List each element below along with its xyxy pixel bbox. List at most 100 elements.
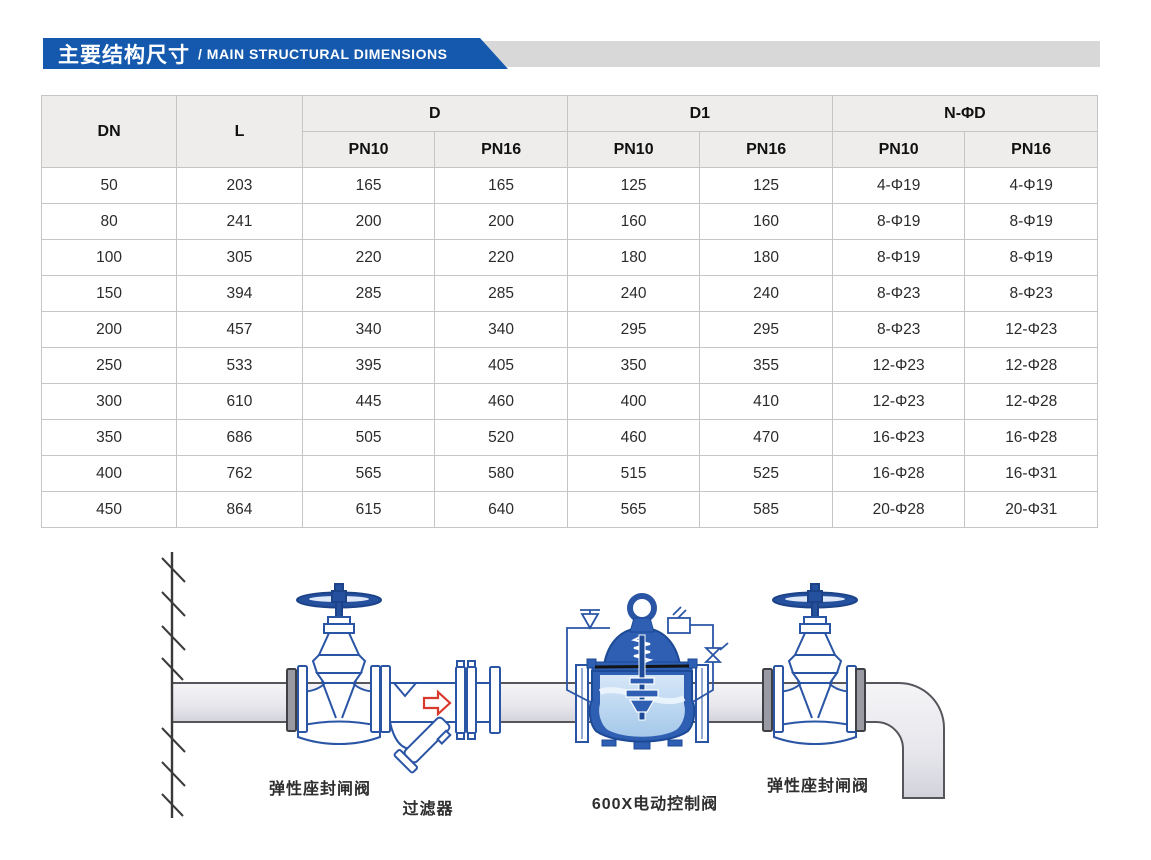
table-cell: 340 <box>301 311 436 348</box>
table-cell: 350 <box>566 347 701 384</box>
table-cell: 8-Φ19 <box>964 239 1098 276</box>
table-cell: 220 <box>434 239 568 276</box>
label-control-valve: 600X电动控制阀 <box>591 796 719 813</box>
table-cell: 8-Φ23 <box>831 311 966 348</box>
table-cell: 285 <box>301 275 436 312</box>
table-cell: 400 <box>566 383 701 420</box>
table-cell: 203 <box>176 167 303 204</box>
table-cell: 16-Φ23 <box>831 419 966 456</box>
table-cell: 4-Φ19 <box>964 167 1098 204</box>
table-row: 80 241 200 200 160 160 8-Φ19 8-Φ19 <box>40 203 1098 240</box>
table-cell: 525 <box>699 455 833 492</box>
banner-ribbon: 主要结构尺寸 / MAIN STRUCTURAL DIMENSIONS <box>43 38 508 69</box>
table-cell: 400 <box>40 455 178 492</box>
table-cell: 762 <box>176 455 303 492</box>
col-header-d: D <box>301 95 568 132</box>
table-header: DN L D D1 N-ΦD PN10 PN16 PN10 PN16 PN10 … <box>40 95 1099 168</box>
table-cell: 395 <box>301 347 436 384</box>
sub-header-pn10: PN10 <box>566 131 701 168</box>
table-cell: 610 <box>176 383 303 420</box>
table-cell: 565 <box>566 491 701 528</box>
table-cell: 520 <box>434 419 568 456</box>
table-cell: 640 <box>434 491 568 528</box>
table-cell: 295 <box>566 311 701 348</box>
col-header-l: L <box>176 95 303 168</box>
col-header-dn: DN <box>40 95 178 168</box>
control-valve-600x <box>566 593 729 750</box>
dimensions-table: DN L D D1 N-ΦD PN10 PN16 PN10 PN16 PN10 … <box>40 95 1099 528</box>
flow-arrow-icon <box>422 689 452 717</box>
col-header-nod: N-ΦD <box>831 95 1099 132</box>
table-body: 50 203 165 165 125 125 4-Φ19 4-Φ19 80 241 200 200 16… <box>40 167 1098 528</box>
table-cell: 165 <box>301 167 436 204</box>
table-cell: 340 <box>434 311 568 348</box>
table-cell: 355 <box>699 347 833 384</box>
label-strainer: 过滤器 <box>402 801 454 818</box>
table-cell: 585 <box>699 491 833 528</box>
sub-header-pn16: PN16 <box>434 131 568 168</box>
table-cell: 864 <box>176 491 303 528</box>
page-title-en: / MAIN STRUCTURAL DIMENSIONS <box>198 45 448 62</box>
label-left-gate-valve: 弹性座封闸阀 <box>268 781 372 798</box>
table-cell: 350 <box>40 419 178 456</box>
table-cell: 12-Φ23 <box>831 347 966 384</box>
table-cell: 394 <box>176 275 303 312</box>
table-cell: 305 <box>176 239 303 276</box>
table-cell: 8-Φ19 <box>964 203 1098 240</box>
table-cell: 240 <box>699 275 833 312</box>
table-cell: 457 <box>176 311 303 348</box>
table-cell: 4-Φ19 <box>831 167 966 204</box>
table-cell: 450 <box>40 491 178 528</box>
installation-diagram <box>161 552 945 818</box>
table-cell: 12-Φ28 <box>964 383 1098 420</box>
table-cell: 565 <box>301 455 436 492</box>
table-cell: 150 <box>40 275 178 312</box>
table-cell: 125 <box>699 167 833 204</box>
table-cell: 8-Φ19 <box>831 239 966 276</box>
page-title-zh: 主要结构尺寸 <box>58 43 190 67</box>
table-cell: 12-Φ23 <box>831 383 966 420</box>
pipe-flanges <box>286 668 866 732</box>
valve-extra-flange <box>380 665 391 733</box>
table-cell: 515 <box>566 455 701 492</box>
gate-valve-right <box>772 583 858 745</box>
table-cell: 220 <box>301 239 436 276</box>
table-cell: 16-Φ28 <box>964 419 1098 456</box>
wall <box>161 552 186 818</box>
table-cell: 615 <box>301 491 436 528</box>
table-row: 300 610 445 460 400 410 12-Φ23 12-Φ28 <box>40 383 1098 420</box>
table-cell: 165 <box>434 167 568 204</box>
table-cell: 160 <box>699 203 833 240</box>
table-cell: 12-Φ28 <box>964 347 1098 384</box>
table-cell: 580 <box>434 455 568 492</box>
y-strainer <box>387 660 501 774</box>
table-cell: 20-Φ28 <box>831 491 966 528</box>
table-cell: 241 <box>176 203 303 240</box>
table-cell: 8-Φ23 <box>964 275 1098 312</box>
table-cell: 285 <box>434 275 568 312</box>
table-row: 350 686 505 520 460 470 16-Φ23 16-Φ28 <box>40 419 1098 456</box>
table-row: 200 457 340 340 295 295 8-Φ23 12-Φ23 <box>40 311 1098 348</box>
label-right-gate-valve: 弹性座封闸阀 <box>766 778 870 795</box>
table-cell: 460 <box>434 383 568 420</box>
table-cell: 8-Φ19 <box>831 203 966 240</box>
table-row: 150 394 285 285 240 240 8-Φ23 8-Φ23 <box>40 275 1098 312</box>
table-cell: 405 <box>434 347 568 384</box>
sub-header-pn16: PN16 <box>964 131 1098 168</box>
gate-valve-left <box>296 583 382 745</box>
table-cell: 180 <box>699 239 833 276</box>
table-cell: 16-Φ28 <box>831 455 966 492</box>
col-header-d1: D1 <box>566 95 833 132</box>
table-cell: 8-Φ23 <box>831 275 966 312</box>
sub-header-pn16: PN16 <box>699 131 833 168</box>
table-cell: 460 <box>566 419 701 456</box>
table-cell: 240 <box>566 275 701 312</box>
table-cell: 686 <box>176 419 303 456</box>
table-cell: 12-Φ23 <box>964 311 1098 348</box>
table-cell: 300 <box>40 383 178 420</box>
table-cell: 200 <box>434 203 568 240</box>
table-row: 50 203 165 165 125 125 4-Φ19 4-Φ19 <box>40 167 1098 204</box>
main-pipe <box>171 682 867 723</box>
table-row: 400 762 565 580 515 525 16-Φ28 16-Φ31 <box>40 455 1098 492</box>
table-cell: 445 <box>301 383 436 420</box>
